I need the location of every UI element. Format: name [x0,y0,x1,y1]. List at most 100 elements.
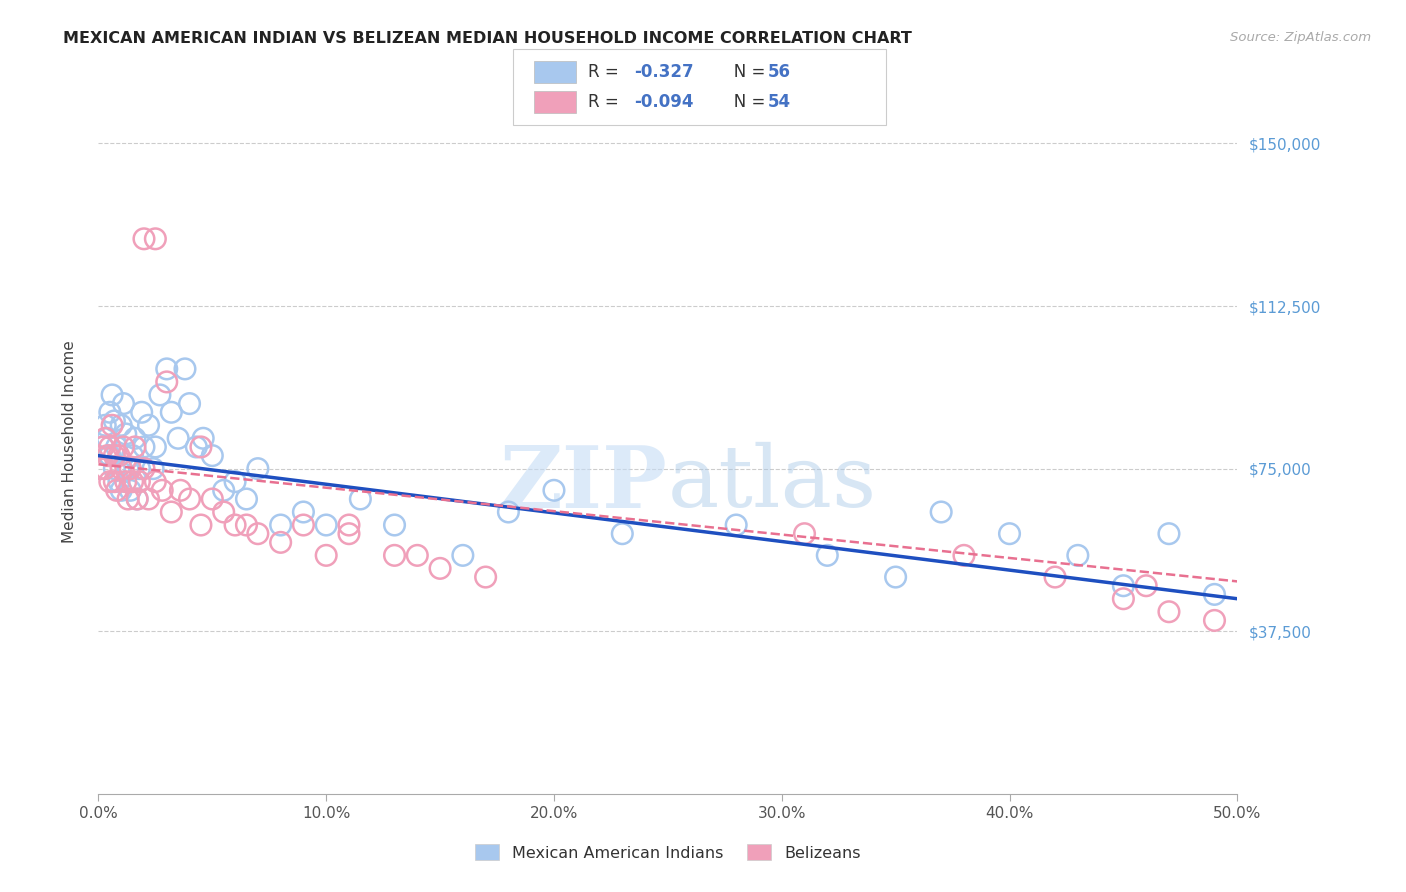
Belizeans [103,449,125,463]
Belizeans [145,232,167,246]
Mexican American Indians [292,505,315,519]
Belizeans [190,440,212,454]
Belizeans [429,561,451,575]
Mexican American Indians [815,549,838,563]
Belizeans [90,461,112,475]
Belizeans [474,570,496,584]
Mexican American Indians [121,449,143,463]
Mexican American Indians [1067,549,1090,563]
Belizeans [246,526,269,541]
Mexican American Indians [131,405,153,419]
Mexican American Indians [127,491,149,506]
Belizeans [101,418,124,433]
Belizeans [124,440,146,454]
Mexican American Indians [98,449,121,463]
Mexican American Indians [91,440,114,454]
Belizeans [138,491,160,506]
Mexican American Indians [145,440,167,454]
Belizeans [108,449,131,463]
Belizeans [315,549,337,563]
Belizeans [160,505,183,519]
Belizeans [105,483,128,498]
Belizeans [235,518,257,533]
Mexican American Indians [725,518,748,533]
Mexican American Indians [1157,526,1180,541]
Mexican American Indians [349,491,371,506]
Mexican American Indians [110,483,132,498]
Mexican American Indians [96,431,118,445]
Belizeans [201,491,224,506]
Text: R =: R = [588,93,624,111]
Mexican American Indians [94,418,117,433]
Mexican American Indians [543,483,565,498]
Text: MEXICAN AMERICAN INDIAN VS BELIZEAN MEDIAN HOUSEHOLD INCOME CORRELATION CHART: MEXICAN AMERICAN INDIAN VS BELIZEAN MEDI… [63,31,912,46]
Belizeans [270,535,292,549]
Belizeans [337,526,360,541]
Mexican American Indians [246,461,269,475]
Mexican American Indians [120,483,142,498]
Belizeans [94,431,117,445]
Mexican American Indians [212,483,235,498]
Legend: Mexican American Indians, Belizeans: Mexican American Indians, Belizeans [468,838,868,867]
Mexican American Indians [124,431,146,445]
Belizeans [150,483,173,498]
Mexican American Indians [128,461,150,475]
Belizeans [406,549,429,563]
Belizeans [224,518,246,533]
Belizeans [384,549,406,563]
Mexican American Indians [315,518,337,533]
Belizeans [169,483,191,498]
Belizeans [292,518,315,533]
Belizeans [98,475,121,489]
Text: atlas: atlas [668,442,877,525]
Belizeans [179,491,201,506]
Belizeans [337,518,360,533]
Belizeans [128,475,150,489]
Mexican American Indians [201,449,224,463]
Belizeans [112,440,135,454]
Mexican American Indians [101,388,124,402]
Belizeans [91,440,114,454]
Belizeans [132,461,155,475]
Text: R =: R = [588,63,624,81]
Mexican American Indians [110,418,132,433]
Belizeans [212,505,235,519]
Belizeans [1157,605,1180,619]
Belizeans [1043,570,1066,584]
Mexican American Indians [884,570,907,584]
Mexican American Indians [235,491,257,506]
Mexican American Indians [98,405,121,419]
Mexican American Indians [1112,579,1135,593]
Belizeans [120,461,142,475]
Text: Source: ZipAtlas.com: Source: ZipAtlas.com [1230,31,1371,45]
Mexican American Indians [117,461,139,475]
Mexican American Indians [103,414,125,428]
Belizeans [953,549,976,563]
Mexican American Indians [998,526,1021,541]
Mexican American Indians [612,526,634,541]
Mexican American Indians [498,505,520,519]
Text: ZIP: ZIP [501,442,668,525]
Belizeans [96,449,118,463]
Mexican American Indians [186,440,208,454]
Belizeans [98,440,121,454]
Mexican American Indians [384,518,406,533]
Mexican American Indians [103,461,125,475]
Mexican American Indians [105,440,128,454]
Text: 56: 56 [768,63,790,81]
Mexican American Indians [156,362,179,376]
Mexican American Indians [142,461,165,475]
Belizeans [145,475,167,489]
Belizeans [190,518,212,533]
Mexican American Indians [1204,587,1226,601]
Y-axis label: Median Household Income: Median Household Income [62,340,77,543]
Belizeans [94,461,117,475]
Text: -0.094: -0.094 [634,93,693,111]
Mexican American Indians [174,362,197,376]
Mexican American Indians [929,505,952,519]
Belizeans [793,526,815,541]
Belizeans [1204,614,1226,628]
Belizeans [103,475,125,489]
Mexican American Indians [451,549,474,563]
Mexican American Indians [108,475,131,489]
